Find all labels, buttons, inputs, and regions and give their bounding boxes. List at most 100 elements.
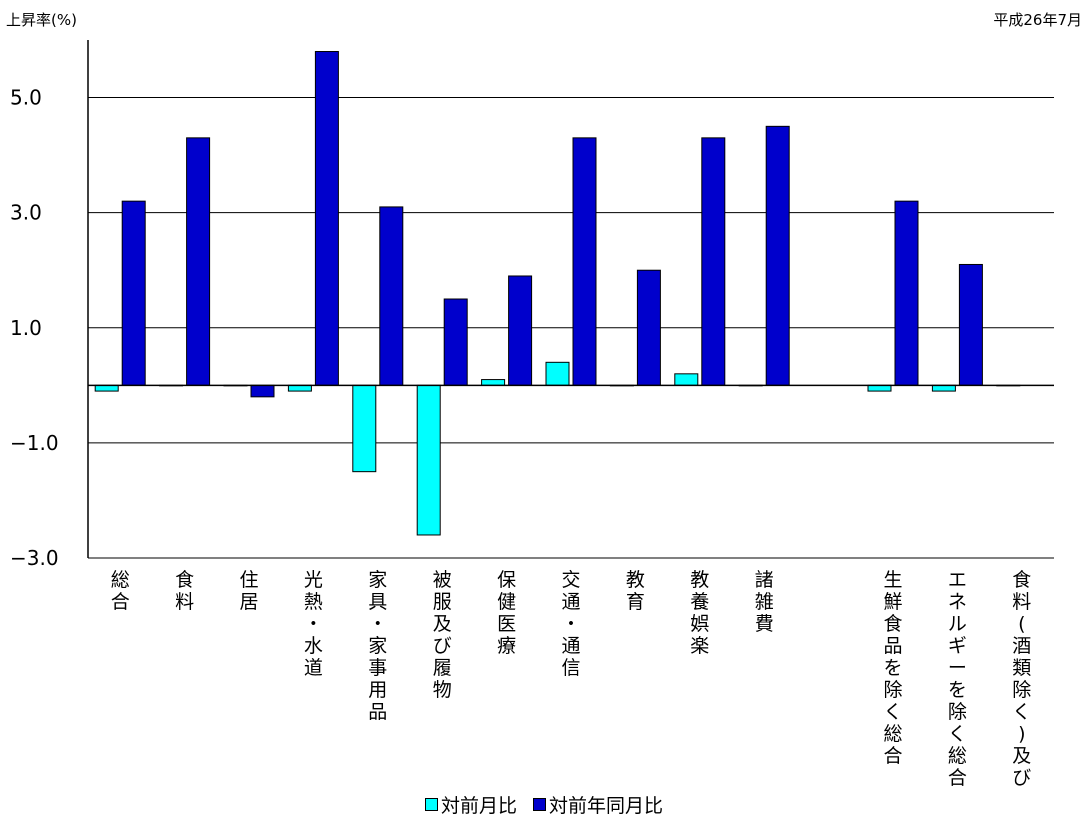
svg-text:総: 総: [948, 745, 967, 767]
x-category-label: 交通・通信: [561, 569, 580, 679]
svg-text:療: 療: [497, 635, 516, 657]
svg-text:食: 食: [883, 613, 902, 635]
bar-mom: [481, 379, 506, 386]
svg-text:エ: エ: [948, 569, 967, 591]
svg-text:を: を: [883, 657, 902, 679]
svg-text:交: 交: [561, 569, 580, 591]
svg-text:住: 住: [239, 569, 258, 591]
bar-mom: [94, 384, 119, 392]
bar-yoy: [379, 206, 404, 386]
bar-chart: −3.0−1.01.03.05.0 総合食料住居光熱・水道家具・家事用品被服及び…: [10, 40, 1054, 789]
svg-text:): ): [1018, 723, 1025, 745]
x-category-labels: 総合食料住居光熱・水道家具・家事用品被服及び履物保健医療交通・通信教育教養娯楽諸…: [111, 569, 1032, 789]
svg-text:家: 家: [368, 635, 387, 657]
y-tick-label: 1.0: [10, 316, 42, 340]
bars: [94, 51, 1021, 536]
legend: 対前月比 対前年同月比: [0, 791, 1088, 818]
svg-text:被: 被: [433, 569, 452, 591]
svg-text:合: 合: [111, 591, 130, 613]
svg-text:・: ・: [368, 613, 387, 635]
bar-yoy: [250, 384, 275, 398]
svg-text:物: 物: [433, 679, 452, 701]
y-tick-label: −3.0: [10, 546, 59, 570]
axes: [87, 40, 1054, 558]
svg-text:光: 光: [304, 569, 323, 591]
y-tick-label: 3.0: [10, 201, 42, 225]
svg-text:を: を: [948, 679, 967, 701]
svg-text:総: 総: [111, 569, 130, 591]
svg-text:健: 健: [497, 591, 516, 613]
svg-text:信: 信: [561, 657, 580, 679]
svg-text:ー: ー: [948, 657, 967, 679]
svg-text:教: 教: [690, 569, 709, 591]
svg-text:及: 及: [1012, 745, 1031, 767]
svg-text:酒: 酒: [1012, 635, 1031, 657]
svg-text:費: 費: [755, 613, 774, 635]
svg-text:品: 品: [883, 635, 902, 657]
svg-text:・: ・: [561, 613, 580, 635]
legend-item: 対前年同月比: [533, 791, 663, 818]
bar-yoy: [314, 51, 339, 386]
svg-text:く: く: [948, 723, 967, 745]
x-category-label: 住居: [239, 569, 258, 613]
bar-yoy: [186, 137, 211, 386]
x-category-label: 教育: [626, 569, 645, 613]
svg-text:ネ: ネ: [948, 591, 967, 613]
svg-text:び: び: [433, 635, 452, 657]
svg-text:通: 通: [561, 635, 580, 657]
svg-text:く: く: [1012, 701, 1031, 723]
svg-text:居: 居: [239, 591, 258, 613]
x-category-label: 食料: [175, 569, 194, 613]
y-axis-label: 上昇率(%): [6, 11, 77, 29]
x-category-label: 総合: [111, 569, 130, 613]
svg-text:家: 家: [368, 569, 387, 591]
svg-text:事: 事: [368, 657, 387, 679]
date-label: 平成26年7月: [993, 11, 1082, 29]
legend-label: 対前年同月比: [549, 795, 664, 817]
y-tick-label: −1.0: [10, 431, 59, 455]
bar-mom: [545, 361, 570, 386]
svg-text:保: 保: [497, 569, 516, 591]
svg-text:道: 道: [304, 657, 323, 679]
svg-text:娯: 娯: [690, 613, 709, 635]
svg-text:水: 水: [304, 635, 323, 657]
svg-text:熱: 熱: [304, 591, 323, 613]
svg-text:く: く: [883, 701, 902, 723]
svg-text:料: 料: [175, 591, 194, 613]
svg-text:及: 及: [433, 613, 452, 635]
svg-text:総: 総: [883, 723, 902, 745]
svg-text:び: び: [1012, 767, 1031, 789]
bar-yoy: [894, 200, 919, 386]
bar-yoy: [958, 263, 983, 386]
legend-label: 対前月比: [440, 795, 517, 817]
svg-text:除: 除: [1012, 679, 1031, 701]
svg-text:教: 教: [626, 569, 645, 591]
bar-yoy: [572, 137, 597, 386]
bar-mom: [352, 384, 377, 473]
y-tick-labels: −3.0 −1.0 1.0 3.0 5.0: [10, 86, 59, 570]
svg-text:雑: 雑: [755, 591, 774, 613]
svg-text:楽: 楽: [690, 635, 709, 657]
svg-text:服: 服: [433, 591, 452, 613]
svg-text:類: 類: [1012, 657, 1031, 679]
legend-item: 対前月比: [424, 791, 517, 818]
bar-yoy: [701, 137, 726, 386]
svg-text:料: 料: [1012, 591, 1031, 613]
gridlines: [88, 97, 1054, 559]
bar-yoy: [443, 298, 468, 386]
x-category-label: 諸雑費: [755, 569, 774, 635]
svg-text:通: 通: [561, 591, 580, 613]
svg-text:ギ: ギ: [948, 635, 967, 657]
bar-yoy: [636, 269, 661, 386]
svg-text:養: 養: [690, 591, 709, 613]
y-tick-label: 5.0: [10, 86, 42, 110]
bar-mom: [287, 384, 312, 392]
svg-text:具: 具: [368, 591, 387, 613]
svg-text:用: 用: [368, 679, 387, 701]
svg-text:生: 生: [883, 569, 902, 591]
